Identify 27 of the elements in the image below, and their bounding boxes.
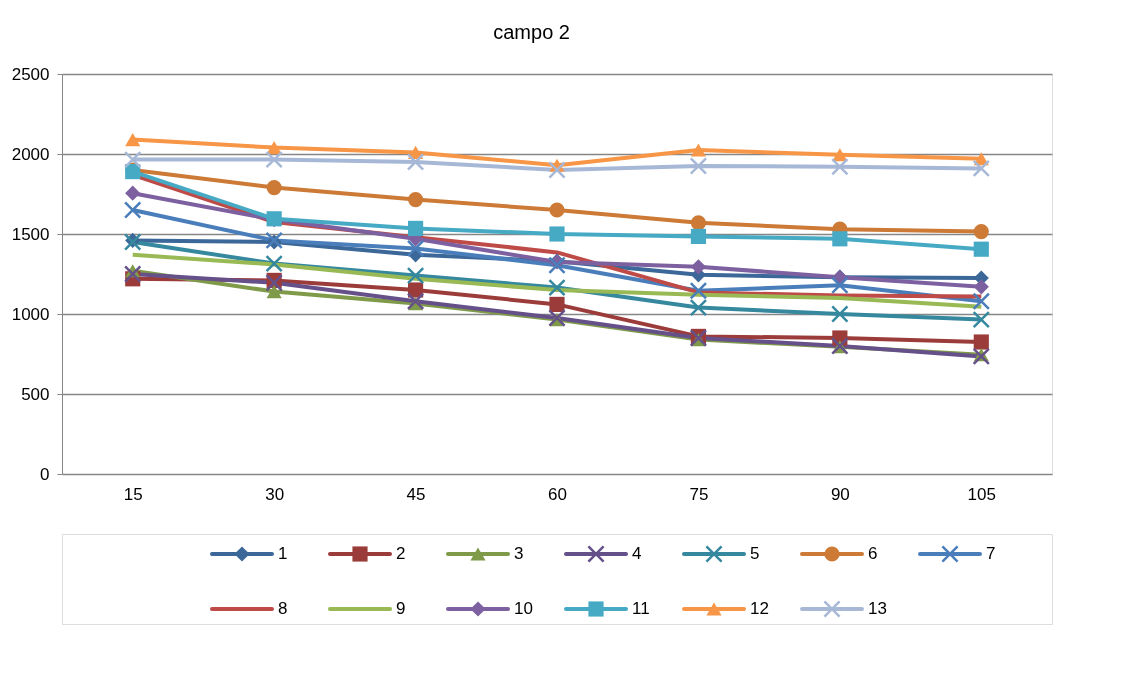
legend-label: 10 [514, 599, 533, 618]
legend-label: 11 [632, 599, 650, 618]
x-tick-label: 75 [689, 484, 709, 504]
legend-label: 2 [396, 544, 406, 563]
chart-title: campo 2 [493, 20, 570, 43]
y-tick-label: 2000 [11, 144, 50, 164]
x-tick-label: 90 [830, 484, 850, 504]
x-tick-label: 15 [123, 484, 143, 504]
legend-label: 1 [278, 544, 288, 563]
y-tick-label: 2500 [11, 64, 50, 84]
x-tick-label: 45 [406, 484, 426, 504]
x-tick-label: 60 [548, 484, 567, 504]
legend-label: 7 [986, 544, 996, 563]
y-tick-label: 500 [21, 384, 50, 404]
y-tick-label: 1000 [11, 304, 50, 324]
legend-label: 5 [750, 544, 760, 563]
x-tick-label: 105 [967, 484, 996, 504]
legend-label: 4 [632, 544, 642, 563]
y-tick-label: 1500 [11, 224, 50, 244]
legend-label: 3 [514, 544, 524, 563]
x-tick-label: 30 [265, 484, 285, 504]
legend-label: 8 [278, 599, 288, 618]
legend-label: 12 [750, 599, 769, 618]
y-tick-label: 0 [40, 464, 50, 484]
legend-label: 6 [868, 544, 878, 563]
legend-label: 9 [396, 599, 406, 618]
legend-label: 13 [868, 599, 887, 618]
